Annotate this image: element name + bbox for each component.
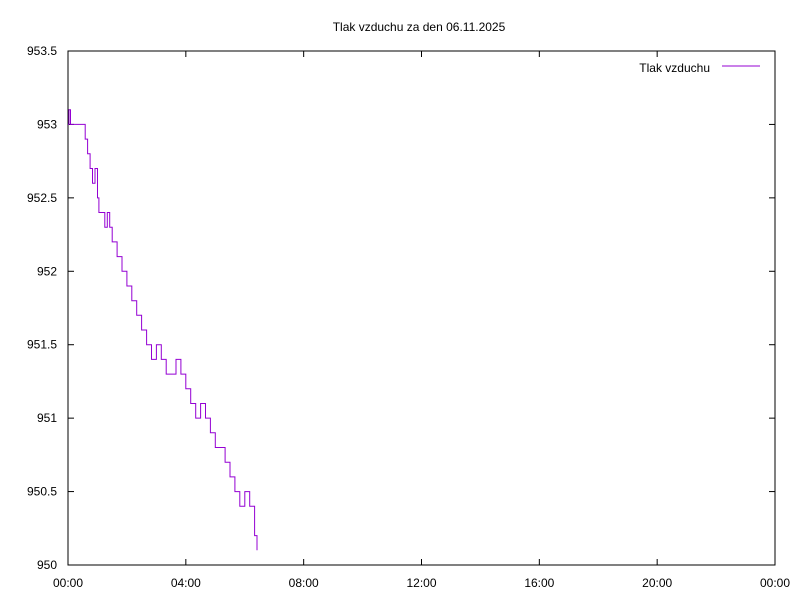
- x-tick-label: 00:00: [53, 576, 83, 590]
- x-tick-label: 12:00: [406, 576, 436, 590]
- x-tick-label: 20:00: [642, 576, 672, 590]
- y-tick-label: 951: [37, 411, 57, 425]
- x-tick-label: 00:00: [760, 576, 790, 590]
- x-axis: 00:00 04:00 08:00 12:00 16:00 20:00 00:00: [53, 51, 790, 590]
- chart-title: Tlak vzduchu za den 06.11.2025: [333, 20, 506, 34]
- legend-label: Tlak vzduchu: [639, 61, 710, 75]
- y-tick-label: 950.5: [27, 485, 57, 499]
- x-tick-label: 08:00: [289, 576, 319, 590]
- y-tick-label: 952: [37, 264, 57, 278]
- y-tick-label: 953: [37, 117, 57, 131]
- y-tick-label: 951.5: [27, 338, 57, 352]
- series-line-tlak-vzduchu: [68, 109, 258, 551]
- x-tick-label: 16:00: [524, 576, 554, 590]
- y-tick-label: 953.5: [27, 44, 57, 58]
- legend: Tlak vzduchu: [639, 61, 760, 75]
- y-tick-label: 952.5: [27, 191, 57, 205]
- y-tick-label: 950: [37, 558, 57, 572]
- x-tick-label: 04:00: [171, 576, 201, 590]
- plot-frame: [67, 50, 776, 566]
- y-axis: 950 950.5 951 951.5 952 952.5 953 953.5: [27, 44, 775, 572]
